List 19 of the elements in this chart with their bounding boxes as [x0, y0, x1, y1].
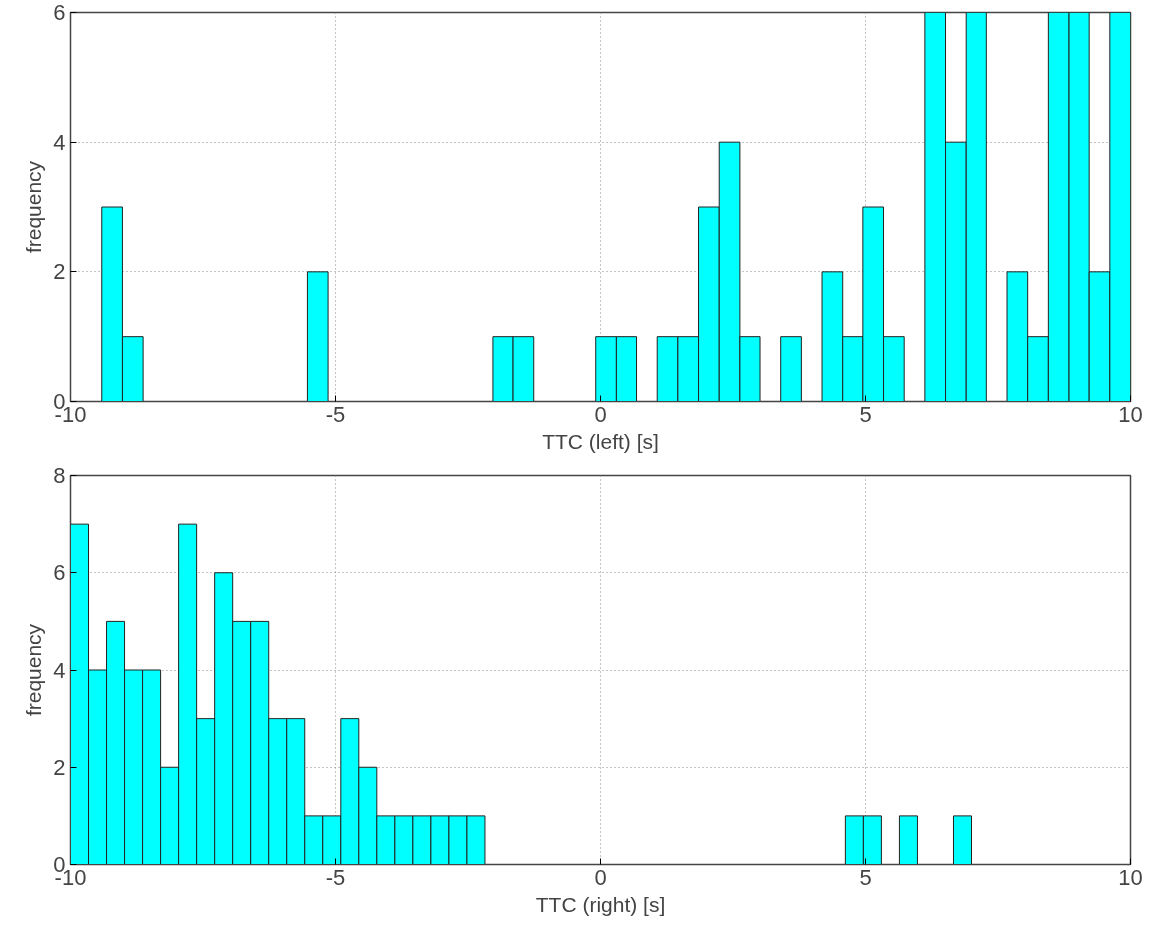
y-tick-label: 8: [53, 463, 66, 488]
y-axis-title: frequency: [22, 623, 46, 717]
x-axis-title: TTC (right) [s]: [535, 892, 666, 916]
y-tick-label: 2: [53, 754, 66, 780]
x-tick-label: 10: [1118, 401, 1143, 427]
x-tick-label: 0: [594, 864, 607, 890]
x-tick-label: 0: [594, 401, 607, 427]
y-tick-label: 6: [53, 0, 66, 25]
x-tick-label: 10: [1118, 864, 1143, 890]
x-tick-label: -5: [325, 864, 346, 890]
y-axis-title: frequency: [22, 160, 46, 254]
y-tick-label: 6: [53, 560, 66, 586]
x-tick-label: -5: [325, 401, 346, 427]
y-tick-label: 2: [53, 259, 66, 285]
x-tick-label: 5: [859, 864, 872, 890]
x-axis-title: TTC (left) [s]: [542, 429, 659, 453]
x-tick-label: 5: [859, 401, 872, 427]
y-tick-label: 4: [53, 129, 66, 155]
y-tick-label: 4: [53, 657, 66, 683]
